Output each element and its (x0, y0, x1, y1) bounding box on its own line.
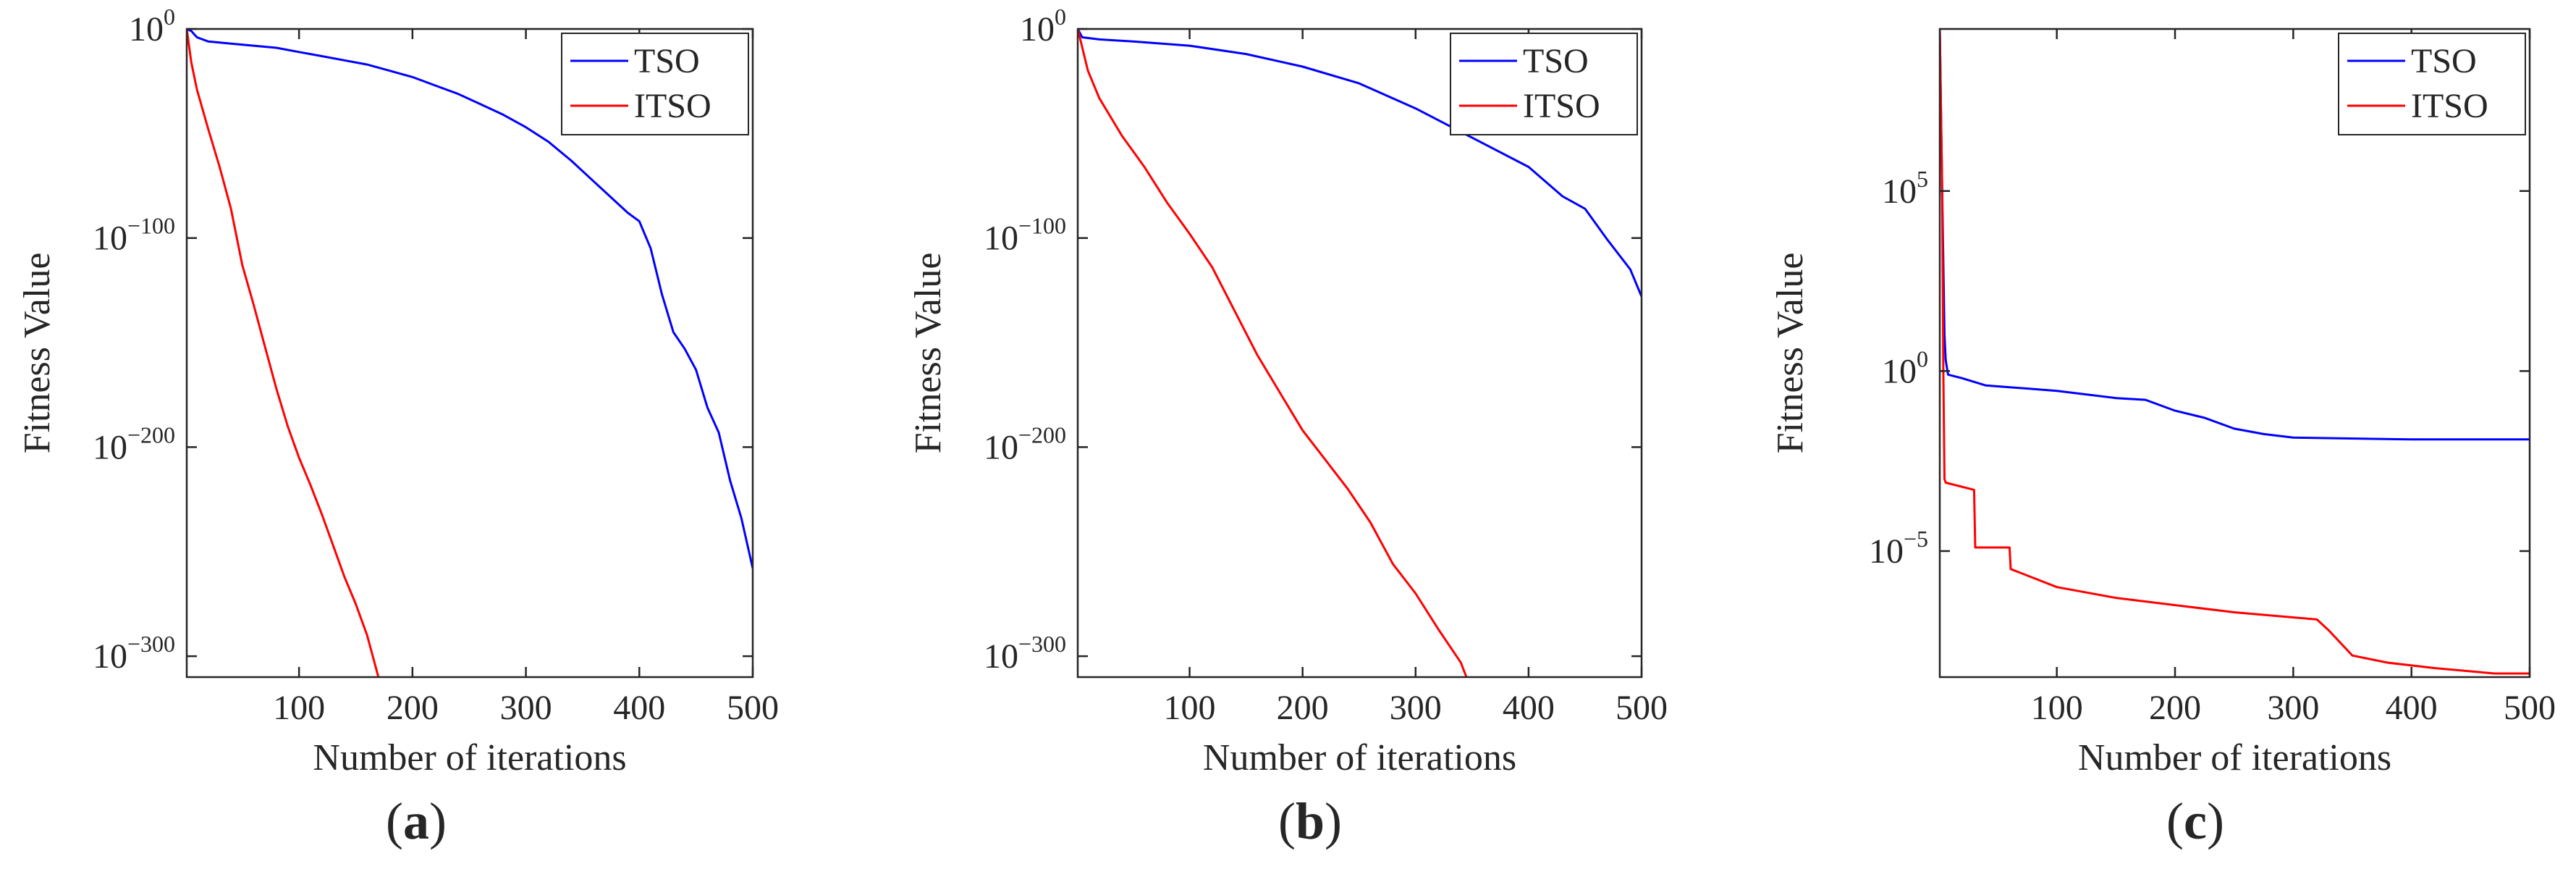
y-tick-label: 10−200 (93, 421, 175, 466)
panel-caption: (a) (386, 792, 447, 850)
y-tick-label: 10−200 (984, 421, 1066, 466)
y-tick-label: 100 (1020, 4, 1066, 49)
y-tick-base: 10 (1882, 172, 1917, 211)
caption-close: ) (429, 792, 447, 850)
series-line-itso (187, 29, 380, 677)
caption-letter: c (2184, 792, 2207, 850)
y-tick-base: 10 (1869, 532, 1904, 571)
caption-open: ( (386, 792, 403, 850)
caption-close: ) (1325, 792, 1342, 850)
series-line-tso (1078, 29, 1642, 298)
y-tick-exponent: −200 (127, 421, 175, 448)
y-tick-base: 10 (1020, 10, 1055, 49)
y-tick-label: 10−300 (93, 631, 175, 676)
y-tick-exponent: 0 (1917, 345, 1928, 371)
legend: TSO ITSO (561, 33, 749, 135)
y-tick-label: 105 (1882, 166, 1928, 211)
x-tick-label: 500 (1616, 689, 1668, 727)
x-tick-label: 400 (2386, 689, 2438, 727)
x-tick-label: 400 (1503, 689, 1555, 727)
legend-label-itso: ITSO (2411, 87, 2488, 125)
x-tick-label: 200 (2149, 689, 2201, 727)
y-tick-exponent: −100 (1018, 213, 1066, 239)
legend-box (561, 33, 749, 135)
y-tick-exponent: −100 (127, 213, 175, 239)
caption-letter: a (403, 792, 429, 850)
panel-caption: (c) (2166, 792, 2224, 850)
x-tick-label: 500 (727, 689, 779, 727)
caption-open: ( (2166, 792, 2184, 850)
legend-label-tso: TSO (634, 42, 700, 80)
y-tick-label: 100 (129, 4, 175, 49)
x-axis-label: Number of iterations (313, 737, 626, 778)
y-tick-exponent: 5 (1917, 166, 1928, 192)
y-tick-base: 10 (1882, 352, 1917, 390)
x-tick-label: 200 (1277, 689, 1329, 727)
y-tick-base: 10 (984, 637, 1018, 676)
y-axis-label: Fitness Value (908, 253, 949, 454)
legend: TSO ITSO (2338, 33, 2526, 135)
y-tick-base: 10 (93, 219, 127, 258)
y-tick-label: 10−100 (93, 213, 175, 258)
y-tick-label: 10−100 (984, 213, 1066, 258)
y-tick-base: 10 (984, 428, 1018, 466)
y-tick-base: 10 (93, 637, 127, 676)
x-tick-label: 100 (273, 689, 325, 727)
series-line-itso (1078, 29, 1468, 677)
legend: TSO ITSO (1450, 33, 1638, 135)
x-tick-label: 400 (613, 689, 665, 727)
y-tick-base: 10 (93, 428, 127, 466)
y-axis-label: Fitness Value (1770, 253, 1811, 454)
y-tick-label: 100 (1882, 345, 1928, 390)
x-axis-label: Number of iterations (2078, 737, 2391, 778)
x-tick-label: 500 (2504, 689, 2556, 727)
y-tick-base: 10 (984, 219, 1018, 258)
legend-label-tso: TSO (2411, 42, 2477, 80)
x-tick-label: 300 (2267, 689, 2319, 727)
y-tick-label: 10−5 (1869, 526, 1928, 571)
caption-close: ) (2207, 792, 2224, 850)
series-line-tso (187, 29, 753, 569)
y-tick-exponent: −5 (1904, 526, 1928, 552)
series-line-itso (1940, 29, 2530, 675)
legend-box (2338, 33, 2526, 135)
caption-letter: b (1296, 792, 1325, 850)
chart-panel-a: 100 200 300 400 50010010−10010−20010−300Numb… (17, 4, 779, 850)
x-tick-label: 300 (500, 689, 552, 727)
x-tick-label: 200 (387, 689, 439, 727)
legend-label-itso: ITSO (1523, 87, 1600, 125)
y-tick-base: 10 (129, 10, 164, 49)
y-tick-exponent: −200 (1018, 421, 1066, 448)
series-line-tso (1940, 29, 2530, 441)
y-tick-exponent: −300 (127, 631, 175, 657)
legend-box (1450, 33, 1638, 135)
axes-box (1938, 28, 2531, 679)
x-tick-label: 100 (1164, 689, 1216, 727)
caption-open: ( (1278, 792, 1296, 850)
y-tick-exponent: 0 (1055, 4, 1066, 30)
y-tick-label: 10−300 (984, 631, 1066, 676)
x-axis-label: Number of iterations (1203, 737, 1516, 778)
y-axis-label: Fitness Value (17, 253, 58, 454)
axes-box (185, 28, 754, 679)
y-tick-exponent: 0 (164, 4, 175, 30)
axes-box (1076, 28, 1643, 679)
x-tick-label: 300 (1390, 689, 1442, 727)
panel-caption: (b) (1278, 792, 1342, 850)
x-tick-label: 100 (2031, 689, 2083, 727)
legend-label-tso: TSO (1523, 42, 1589, 80)
chart-panel-b: 100 200 300 400 50010010−10010−20010−300Numb… (908, 4, 1668, 850)
legend-label-itso: ITSO (634, 87, 711, 125)
y-tick-exponent: −300 (1018, 631, 1066, 657)
